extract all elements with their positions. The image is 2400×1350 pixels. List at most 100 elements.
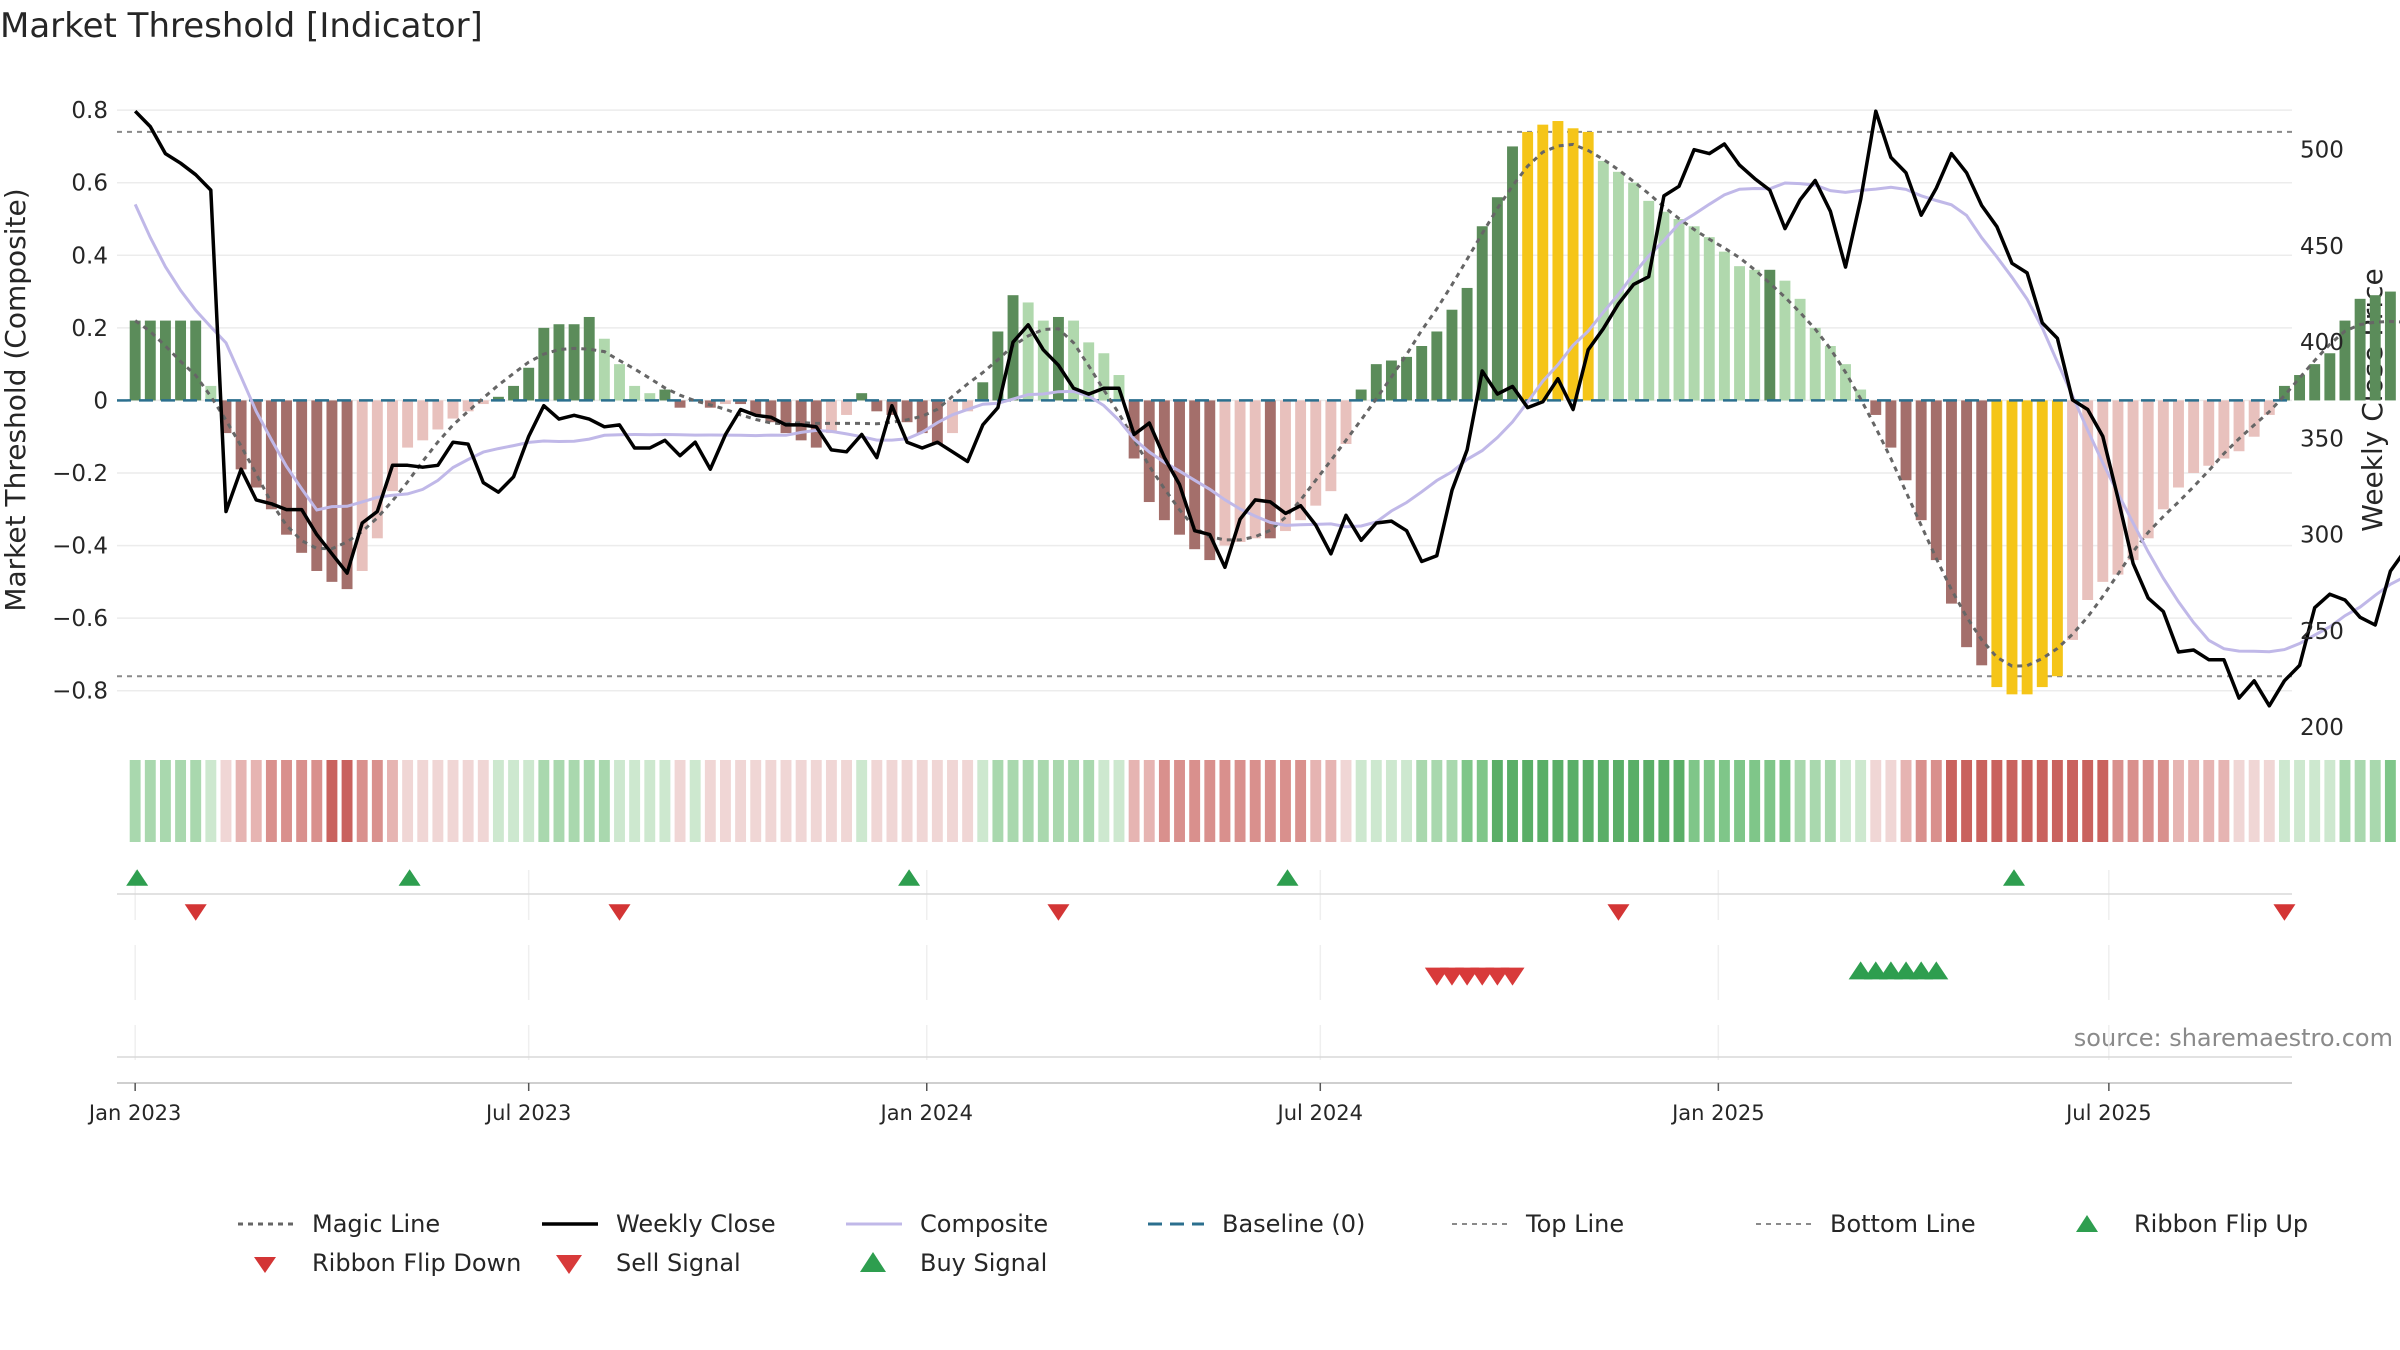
composite-bar <box>614 364 625 401</box>
sell-signal-marker <box>1485 967 1510 986</box>
right-tick-label: 350 <box>2300 426 2344 452</box>
composite-bar <box>205 385 217 401</box>
ribbon-cell <box>2203 760 2215 842</box>
y-tick-label: −0.2 <box>52 461 108 487</box>
composite-bar <box>2233 400 2245 452</box>
y-tick-label: 0.2 <box>71 316 108 342</box>
ribbon-cell <box>1189 760 1201 842</box>
ribbon-cell <box>1855 760 1867 842</box>
composite-bar <box>1431 331 1443 401</box>
composite-bar <box>765 400 777 423</box>
composite-bar <box>2263 400 2275 415</box>
ribbon-flip-up-marker <box>398 869 421 886</box>
ribbon-cell <box>1718 760 1730 842</box>
ribbon-cell <box>1991 760 2003 842</box>
ribbon-cell <box>1900 760 1912 842</box>
ribbon-cell <box>144 760 156 842</box>
composite-bar <box>326 400 338 582</box>
ribbon-cell <box>1537 760 1549 842</box>
composite-bar <box>1446 309 1458 401</box>
composite-bar <box>1370 364 1382 401</box>
composite-bar <box>1794 298 1806 401</box>
x-tick-label: Jan 2023 <box>87 1101 182 1125</box>
ribbon-cell <box>644 760 656 842</box>
ribbon-cell <box>311 760 323 842</box>
ribbon-cell <box>1567 760 1579 842</box>
ribbon-cell <box>1658 760 1670 842</box>
ribbon-cell <box>1491 760 1503 842</box>
ribbon-cell <box>962 760 974 842</box>
sell-signal-marker <box>1455 967 1480 986</box>
legend-item: Weekly Close <box>542 1210 776 1238</box>
ribbon-cell <box>583 760 595 842</box>
composite-bar <box>1749 269 1761 401</box>
composite-bar <box>992 331 1004 401</box>
ribbon-cell <box>947 760 958 842</box>
ribbon-cell <box>1401 760 1413 842</box>
ribbon-cell <box>2051 760 2063 842</box>
ribbon-cell <box>2324 760 2336 842</box>
composite-bar <box>735 400 747 405</box>
buy-signal-marker <box>1894 961 1919 980</box>
ribbon-cell <box>1779 760 1791 842</box>
composite-bar <box>1174 400 1185 535</box>
y-tick-label: 0 <box>93 388 108 414</box>
composite-bar <box>296 400 308 553</box>
ribbon-cell <box>1370 760 1382 842</box>
y-tick-label: 0.8 <box>71 98 108 124</box>
ribbon-cell <box>1007 760 1019 842</box>
composite-bar <box>417 400 429 441</box>
ribbon-cell <box>129 760 141 842</box>
composite-bar <box>1870 400 1882 415</box>
composite-bar <box>190 320 202 401</box>
ribbon-cell <box>1688 760 1700 842</box>
composite-bar <box>341 400 353 590</box>
composite-bar <box>1567 128 1579 401</box>
ribbon-cell <box>341 760 353 842</box>
ribbon-cell <box>477 760 489 842</box>
composite-bar <box>2036 400 2048 688</box>
ribbon-cell <box>2127 760 2139 842</box>
ribbon-cell <box>1037 760 1049 842</box>
composite-bar <box>1264 400 1276 539</box>
ribbon-cell <box>810 760 822 842</box>
buy-signal-marker <box>1863 961 1888 980</box>
composite-bar <box>568 324 580 401</box>
ribbon-cell <box>250 760 262 842</box>
ribbon-cell <box>553 760 565 842</box>
x-tick-label: Jul 2024 <box>1276 1101 1363 1125</box>
legend-item: Ribbon Flip Down <box>254 1249 521 1277</box>
composite-bar <box>916 400 928 434</box>
composite-bar <box>1840 364 1851 401</box>
legend-item: Magic Line <box>238 1210 440 1238</box>
ribbon-cell <box>508 760 520 842</box>
composite-bar <box>871 400 883 412</box>
right-tick-label: 250 <box>2300 619 2344 645</box>
composite-bar <box>2248 400 2260 437</box>
source-credit: source: sharemaestro.com <box>2074 1024 2393 1052</box>
ribbon-cell <box>1915 760 1927 842</box>
composite-bar <box>371 400 383 539</box>
ribbon-cell <box>750 760 762 842</box>
ribbon-cell <box>2173 760 2184 842</box>
ribbon-cell <box>1098 760 1110 842</box>
composite-bar <box>1295 400 1307 521</box>
ribbon-cell <box>326 760 338 842</box>
right-tick-label: 450 <box>2300 234 2344 260</box>
ribbon-cell <box>1310 760 1322 842</box>
composite-bar <box>720 400 731 405</box>
composite-bar <box>477 400 489 405</box>
composite-bar <box>629 385 641 401</box>
composite-bar <box>1658 211 1670 401</box>
ribbon-cell <box>1340 760 1352 842</box>
composite-bar <box>1098 353 1110 401</box>
composite-bar <box>583 316 595 401</box>
ribbon-cell <box>175 760 187 842</box>
composite-bar <box>1189 400 1201 550</box>
ribbon-cell <box>1158 760 1170 842</box>
x-tick-label: Jul 2023 <box>484 1101 571 1125</box>
right-tick-label: 300 <box>2300 523 2344 549</box>
composite-bar <box>265 400 277 510</box>
ribbon-cell <box>704 760 716 842</box>
